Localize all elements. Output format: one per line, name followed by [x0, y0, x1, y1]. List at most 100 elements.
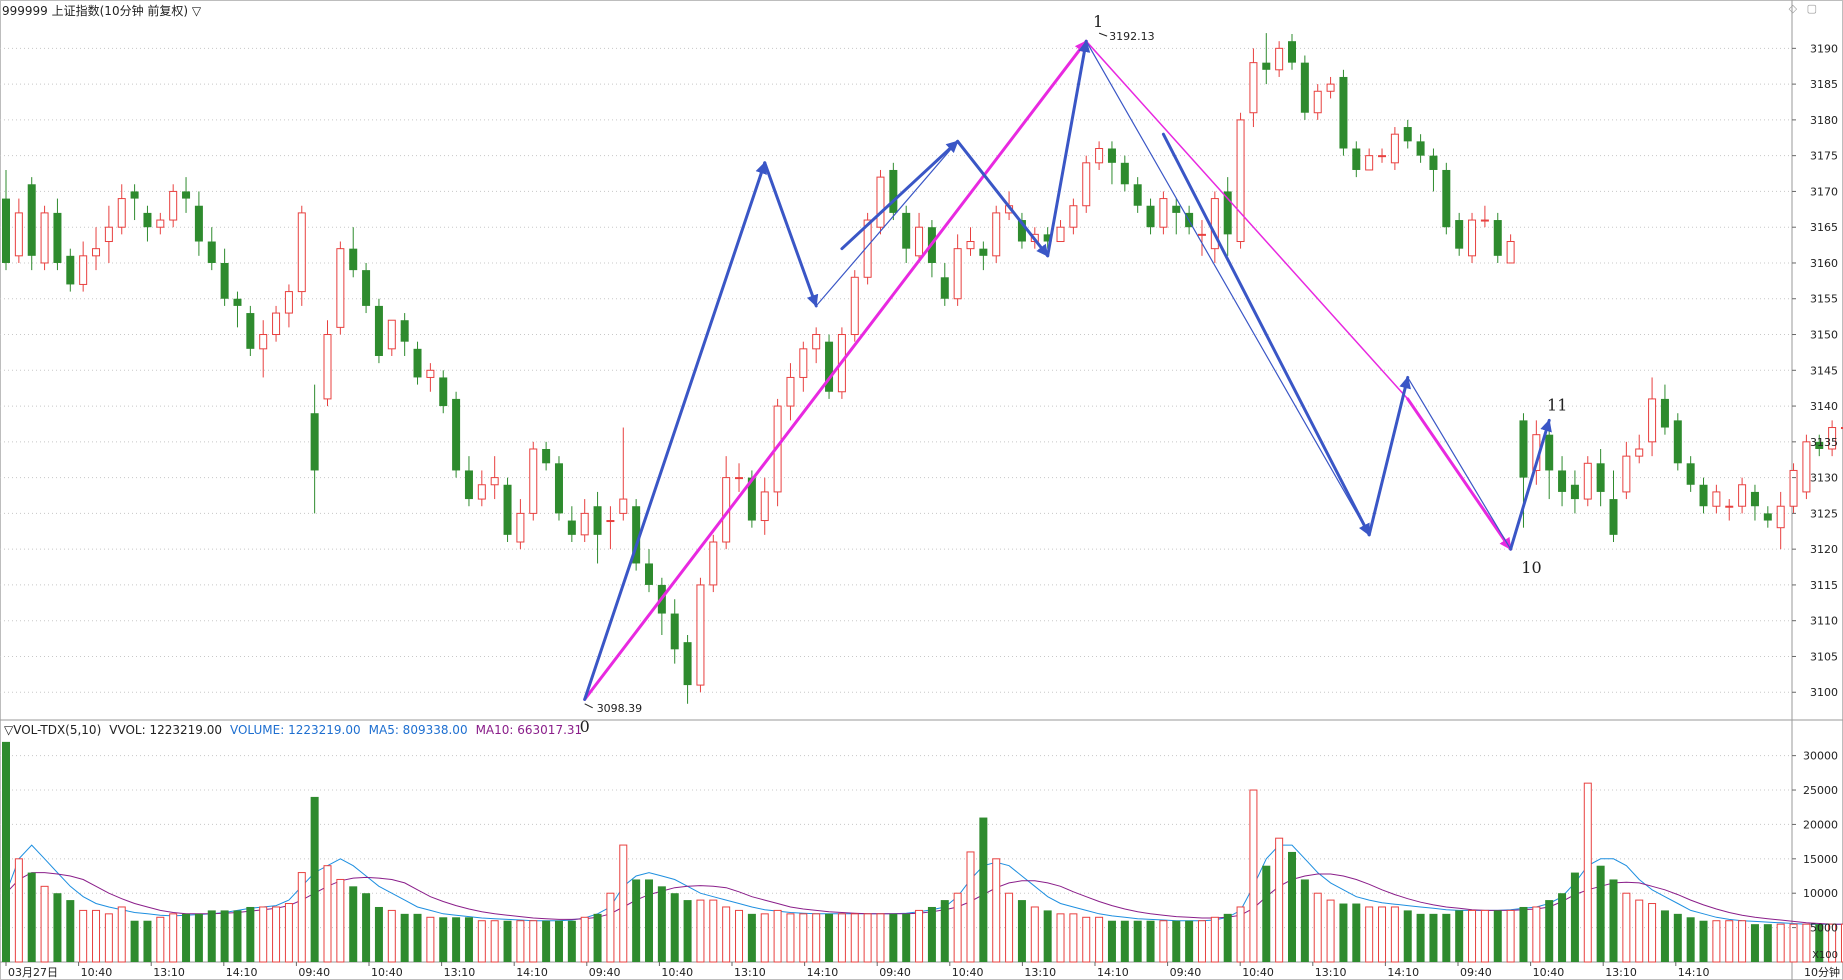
- candle-body-down: [1172, 205, 1181, 213]
- volume-bar-down: [1300, 879, 1309, 962]
- candle-body-down: [2, 198, 10, 263]
- candle-body-down: [1429, 155, 1438, 170]
- candle-body-down: [27, 184, 36, 256]
- volume-bar-down: [1352, 903, 1361, 962]
- candle-body-down: [1660, 398, 1669, 428]
- volume-bar-down: [542, 920, 551, 962]
- candle-body-up: [79, 255, 88, 285]
- candle-body-down: [1262, 62, 1271, 70]
- volume-bar-down: [53, 893, 62, 962]
- x-tick-label: 09:40: [298, 966, 330, 979]
- volume-bar-up: [490, 920, 499, 963]
- volume-bar-up: [722, 906, 731, 963]
- annotation-layer: 1 3192.13 3098.39 0 10 11: [580, 12, 1568, 736]
- x-tick-label: 14:10: [1678, 966, 1710, 979]
- volume-bar-down: [143, 920, 152, 962]
- wave-line-magenta: [583, 39, 1088, 701]
- volume-bar-up: [1030, 906, 1039, 963]
- volume-tick-label: 20000: [1803, 818, 1838, 831]
- volume-bar-down: [567, 920, 576, 962]
- candle-body-up: [1365, 155, 1374, 171]
- x-tick-label: 09:40: [1460, 966, 1492, 979]
- candle-body-down: [593, 506, 602, 535]
- wave-line-blue-thin: [1407, 376, 1512, 550]
- x-tick-label: 14:10: [1387, 966, 1419, 979]
- candle-body-up: [1378, 155, 1387, 158]
- volume-bar-up: [580, 916, 589, 963]
- volume-bar-up: [14, 858, 23, 963]
- candle-body-down: [1750, 491, 1759, 507]
- candle-body-down: [207, 241, 216, 263]
- candle-body-down: [130, 191, 139, 199]
- candle-body-down: [1146, 205, 1155, 228]
- diamond-icon[interactable]: ◇: [1788, 2, 1798, 15]
- volume-bar-up: [966, 851, 975, 963]
- volume-tick-label: 25000: [1803, 784, 1838, 797]
- candle-body-up: [1390, 133, 1399, 164]
- price-tick-label: 3150: [1810, 329, 1838, 342]
- candle-body-down: [1107, 148, 1116, 163]
- candle-body-up: [1635, 448, 1644, 457]
- peak-value-label: 3192.13: [1109, 30, 1155, 43]
- volume-bar-up: [709, 899, 718, 963]
- restore-icon[interactable]: ▢: [1806, 2, 1817, 15]
- volume-bar-down: [1172, 920, 1181, 962]
- candle-body-up: [387, 319, 396, 350]
- volume-bar-up: [1069, 913, 1078, 963]
- volume-bar-down: [1699, 920, 1708, 962]
- volume-bar-down: [1107, 920, 1116, 962]
- candle-body-up: [992, 212, 1001, 257]
- wave-line-magenta: [1406, 397, 1513, 551]
- wave-point-label: 1: [1093, 12, 1103, 31]
- volume-bar-up: [1648, 903, 1657, 963]
- volume-bar-down: [1403, 910, 1412, 962]
- volume-bar-down: [1558, 893, 1567, 962]
- candle-body-down: [233, 298, 242, 306]
- volume-bar-up: [850, 913, 859, 963]
- volume-bar-up: [1378, 906, 1387, 963]
- volume-bar-up: [953, 892, 962, 963]
- window-controls: ◇ ▢: [1783, 2, 1817, 15]
- x-tick-label: 10:40: [371, 966, 403, 979]
- volume-bar-down: [1519, 906, 1528, 962]
- volume-bar-down: [889, 913, 898, 962]
- candle-body-down: [349, 248, 358, 271]
- candle-body-up: [696, 584, 705, 686]
- candle-body-up: [580, 512, 589, 536]
- volume-bar-down: [1146, 920, 1155, 962]
- x-tick-label: 13:10: [1315, 966, 1347, 979]
- price-tick-label: 3130: [1810, 472, 1838, 485]
- volume-bar-down: [1596, 865, 1605, 962]
- price-tick-label: 3185: [1810, 78, 1838, 91]
- x-tick-label: 10:40: [1242, 966, 1274, 979]
- volume-bar-up: [1789, 923, 1798, 963]
- candle-body-up: [1326, 83, 1335, 92]
- wave-line-layer: [583, 39, 1552, 701]
- volume-bar-down: [1570, 872, 1579, 962]
- indicator-name[interactable]: ▽VOL-TDX(5,10): [4, 723, 102, 737]
- volume-bar-up: [284, 903, 293, 963]
- volume-bar-up: [259, 906, 268, 963]
- price-tick-label: 3120: [1810, 543, 1838, 556]
- volume-bar-down: [670, 893, 679, 962]
- candle-body-down: [1403, 127, 1412, 142]
- chart-title[interactable]: 999999 上证指数(10分钟 前复权) ▽: [2, 4, 202, 18]
- volume-bar-up: [1622, 892, 1631, 963]
- price-tick-label: 3105: [1810, 650, 1838, 663]
- volume-bar-up: [1738, 920, 1747, 963]
- wave-line-blue-thin: [1085, 40, 1370, 536]
- wave-line-blue: [583, 161, 767, 701]
- candle-body-down: [1352, 148, 1361, 170]
- period-label: 10分钟: [1804, 965, 1840, 979]
- volume-tick-label: 10000: [1803, 887, 1838, 900]
- volume-bar-down: [645, 879, 653, 962]
- candle-body-up: [876, 176, 885, 228]
- candle-body-up: [606, 520, 615, 523]
- volume-bar-down: [2, 741, 10, 962]
- candle-body-up: [259, 334, 268, 350]
- candle-body-down: [567, 520, 576, 535]
- volume-bar-down: [1223, 913, 1232, 962]
- price-tick-label: 3135: [1810, 436, 1838, 449]
- price-tick-label: 3115: [1810, 579, 1838, 592]
